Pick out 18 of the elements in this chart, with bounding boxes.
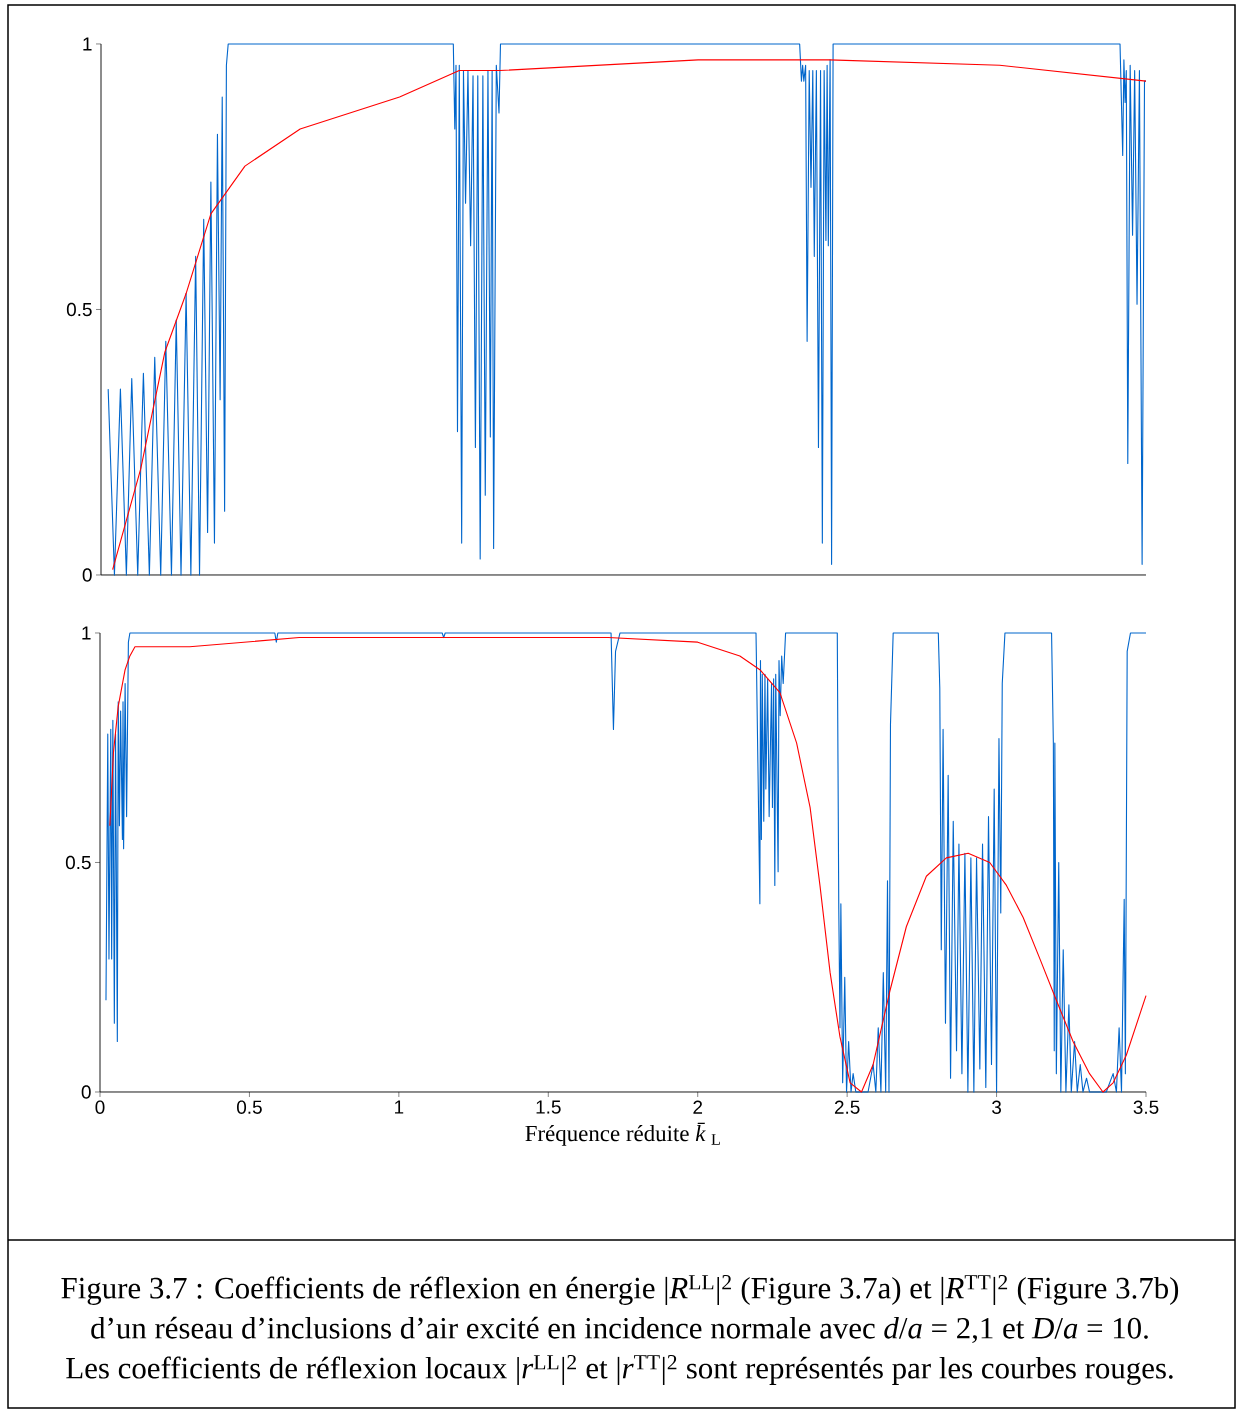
y-tick-label: 0	[81, 1085, 91, 1099]
text: Figure 3.7 : Coefficients de réflexion en énergie |R$^{LL}$|$^{2}$ (Figure 3.7a) et |R$^{TT}$|$^{2}$ (Figure 3.7b)	[61, 1275, 1179, 1305]
x-tick-label: 2.5	[834, 1100, 860, 1114]
y-tick-label: 0.5	[65, 855, 91, 870]
y-tick-label: 1	[82, 626, 91, 640]
x-tick-label: 3.5	[1133, 1100, 1159, 1114]
x-tick-label: 3	[992, 1100, 1001, 1114]
x-axis-title: Fréquence réduite k̄$_{L}$	[525, 1122, 720, 1146]
x-tick-label: 1	[395, 1100, 404, 1114]
x-tick-label: 0	[95, 1100, 105, 1114]
x-tick-label: 0.5	[237, 1100, 262, 1114]
y-tick-label: 0	[82, 568, 92, 582]
y-tick-label: 0.5	[66, 302, 92, 317]
text: d’un réseau d’inclusions d’air excité en incidence normale avec d/a = 2,1 et D/a = 10.	[91, 1316, 1148, 1344]
x-tick-label: 2	[693, 1100, 703, 1114]
text: Les coefficients de réflexion locaux |r$^{LL}$|$^{2}$ et |r$^{TT}$|$^{2}$ sont représentés par les courbes rouges.	[66, 1355, 1173, 1385]
y-tick-label: 1	[83, 37, 92, 51]
x-tick-label: 1.5	[536, 1100, 561, 1114]
